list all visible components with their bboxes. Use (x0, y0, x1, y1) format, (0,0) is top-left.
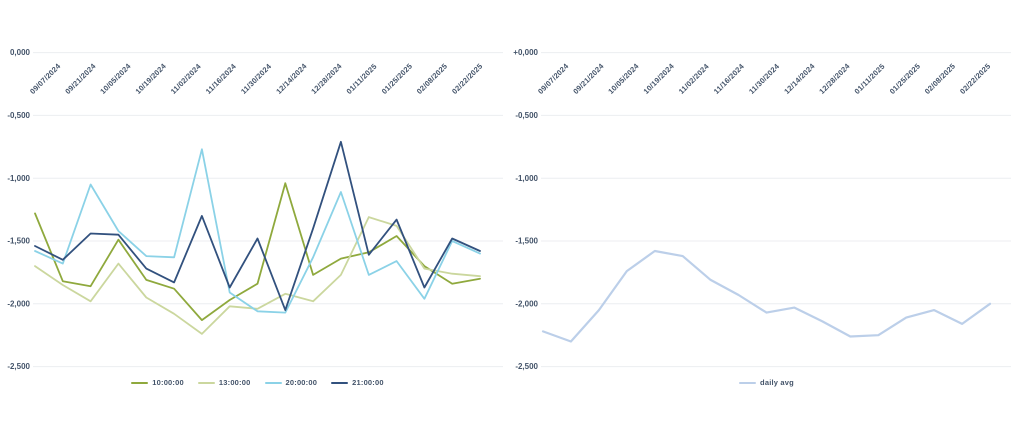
series-line-20-00-00 (34, 148, 481, 314)
x-axis-labels: 09/07/2024 09/21/2024 10/05/2024 10/19/2024… (536, 61, 992, 96)
series-lines (541, 249, 992, 343)
x-tick-label: 02/08/2025 (415, 62, 449, 96)
legend-label: 10:00:00 (152, 378, 184, 387)
series-line-21-00-00 (34, 140, 481, 312)
x-tick-label: 12/28/2024 (309, 61, 344, 96)
y-tick-label: -0,500 (7, 111, 30, 120)
y-tick-label: +0,000 (513, 48, 538, 57)
x-tick-label: 01/11/2025 (853, 62, 887, 96)
x-tick-label: 01/25/2025 (888, 62, 922, 96)
legend-label: daily avg (760, 378, 794, 387)
legend-swatch (739, 381, 757, 384)
x-tick-label: 10/19/2024 (134, 61, 169, 96)
x-tick-label: 02/08/2025 (923, 62, 957, 96)
x-tick-label: 09/21/2024 (571, 61, 606, 96)
x-tick-label: 11/02/2024 (677, 61, 711, 95)
legend-item-20-00-00: 20:00:00 (264, 378, 318, 387)
x-tick-label: 12/14/2024 (782, 61, 817, 96)
legend-label: 21:00:00 (352, 378, 384, 387)
x-tick-label: 10/19/2024 (642, 61, 677, 96)
gridlines (541, 52, 1011, 368)
hourly-series-legend: 10:00:00 13:00:00 20:00:00 21:00:00 (35, 378, 480, 387)
x-tick-label: 02/22/2025 (958, 62, 992, 96)
hourly-series-chart: 0,000 -0,500 -1,000 -1,500 -2,000 -2,500 09/07… (7, 48, 503, 371)
y-tick-label: -1,500 (7, 237, 30, 246)
y-tick-label: -1,000 (7, 174, 30, 183)
y-tick-label: 0,000 (10, 48, 31, 57)
series-line-daily-avg (541, 249, 992, 343)
y-tick-label: -2,000 (7, 299, 30, 308)
x-tick-label: 02/22/2025 (450, 62, 484, 96)
x-tick-label: 11/02/2024 (169, 61, 203, 95)
x-tick-label: 09/07/2024 (28, 61, 63, 96)
legend-label: 20:00:00 (285, 378, 318, 387)
x-axis-labels: 09/07/2024 09/21/2024 10/05/2024 10/19/2024… (28, 61, 484, 96)
x-tick-label: 12/28/2024 (817, 61, 852, 96)
legend-swatch (131, 381, 149, 384)
x-tick-label: 09/07/2024 (536, 61, 571, 96)
series-line-10-00-00 (34, 182, 481, 322)
y-tick-label: -2,500 (515, 362, 538, 371)
y-axis-labels: 0,000 -0,500 -1,000 -1,500 -2,000 -2,500 (7, 48, 30, 371)
legend-swatch (264, 381, 282, 384)
x-tick-label: 10/05/2024 (606, 61, 641, 96)
x-tick-label: 10/05/2024 (98, 61, 133, 96)
y-tick-label: -1,000 (515, 174, 538, 183)
x-tick-label: 09/21/2024 (63, 61, 98, 96)
gridlines (33, 52, 503, 368)
legend-item-21-00-00: 21:00:00 (331, 378, 384, 387)
x-tick-label: 12/14/2024 (274, 61, 309, 96)
legend-item-daily-avg: daily avg (739, 378, 794, 387)
legend-swatch (197, 381, 215, 384)
y-tick-label: -0,500 (515, 111, 538, 120)
daily-avg-legend: daily avg (543, 378, 990, 387)
y-tick-label: -2,500 (7, 362, 30, 371)
y-tick-label: -2,000 (515, 299, 538, 308)
x-tick-label: 11/30/2024 (747, 61, 781, 95)
legend-label: 13:00:00 (218, 378, 251, 387)
legend-swatch (331, 381, 349, 384)
legend-item-13-00-00: 13:00:00 (197, 378, 251, 387)
series-lines (34, 140, 481, 335)
y-tick-label: -1,500 (515, 237, 538, 246)
x-tick-label: 01/25/2025 (380, 62, 414, 96)
legend-item-10-00-00: 10:00:00 (131, 378, 184, 387)
x-tick-label: 01/11/2025 (345, 62, 379, 96)
x-tick-label: 11/16/2024 (204, 61, 238, 95)
daily-avg-chart: +0,000 -0,500 -1,000 -1,500 -2,000 -2,500 09/0… (513, 48, 1011, 371)
x-tick-label: 11/16/2024 (712, 61, 746, 95)
x-tick-label: 11/30/2024 (239, 61, 273, 95)
y-axis-labels: +0,000 -0,500 -1,000 -1,500 -2,000 -2,500 (513, 48, 538, 371)
